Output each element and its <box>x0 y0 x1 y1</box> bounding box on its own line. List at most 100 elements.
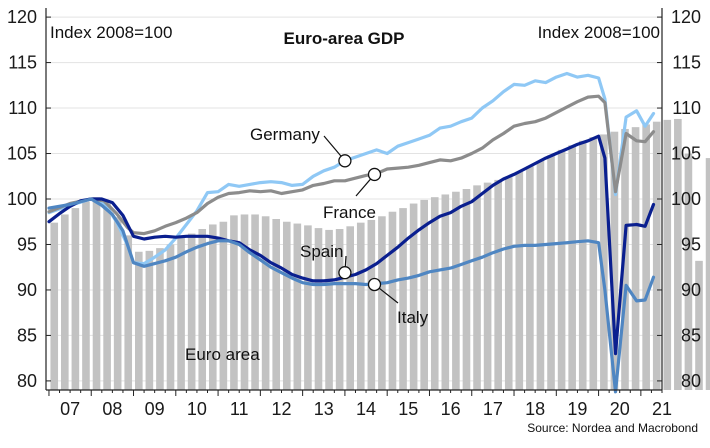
bar <box>325 229 333 390</box>
bar <box>578 140 587 390</box>
bar <box>409 203 418 390</box>
bar <box>610 131 619 390</box>
y-tick-label-left: 105 <box>7 144 37 164</box>
marker-germany <box>338 154 352 168</box>
bar <box>399 208 407 390</box>
bar <box>430 197 439 390</box>
y-tick-label-left: 115 <box>8 53 37 73</box>
bar <box>547 155 555 390</box>
y-tick-label-left: 95 <box>17 234 37 254</box>
x-tick-label: 07 <box>60 399 80 419</box>
bar <box>61 214 69 390</box>
x-tick-label: 20 <box>610 399 630 419</box>
bar <box>526 166 534 390</box>
x-tick-label: 12 <box>271 399 291 419</box>
bars-euro-area <box>50 118 710 391</box>
bar <box>473 185 481 390</box>
bar <box>230 215 238 390</box>
bar <box>705 158 710 390</box>
bar <box>50 222 59 390</box>
bar <box>82 201 90 390</box>
bar <box>198 229 207 390</box>
bar <box>536 160 545 390</box>
bar <box>378 216 386 390</box>
y-tick-label-right: 110 <box>672 98 701 118</box>
bar <box>462 188 471 390</box>
line-italy <box>47 197 656 394</box>
bar <box>600 134 608 390</box>
x-tick-label: 16 <box>441 399 461 419</box>
y-tick-label-right: 120 <box>671 7 701 27</box>
bar <box>261 216 270 390</box>
marker-italy <box>367 277 382 292</box>
bar <box>293 223 302 390</box>
bar <box>568 145 576 390</box>
bar <box>71 208 80 390</box>
bar <box>684 153 693 390</box>
bar <box>113 217 122 390</box>
y-tick-label-left: 80 <box>17 371 37 391</box>
x-tick-label: 13 <box>314 399 334 419</box>
source-note: Source: Nordea and Macrobond <box>527 421 698 435</box>
bar <box>335 229 344 390</box>
x-tick-label: 14 <box>356 399 376 419</box>
bar <box>695 260 703 390</box>
bar <box>589 137 598 390</box>
bar <box>145 250 154 390</box>
annotations: Germany France Spain Italy <box>250 125 429 327</box>
bar <box>631 127 640 391</box>
bar <box>483 182 492 390</box>
bar <box>251 214 259 390</box>
bar <box>504 177 513 390</box>
bar <box>674 118 682 390</box>
bar <box>156 248 164 390</box>
bar <box>515 171 524 390</box>
bar <box>272 219 281 390</box>
line-spain <box>47 134 656 356</box>
x-tick-label: 10 <box>187 399 207 419</box>
x-tick-label: 19 <box>567 399 587 419</box>
bar <box>124 235 133 390</box>
y-tick-label-right: 90 <box>681 280 701 300</box>
bar <box>103 203 111 390</box>
y-tick-label-right: 100 <box>671 189 701 209</box>
index-label-left: Index 2008=100 <box>50 23 172 42</box>
bar <box>134 251 143 390</box>
index-label-right: Index 2008=100 <box>538 23 660 42</box>
y-tick-label-right: 85 <box>681 325 701 345</box>
bar <box>557 149 566 390</box>
x-tick-label: 08 <box>102 399 122 419</box>
y-tick-label-left: 110 <box>8 98 37 118</box>
bar <box>652 121 661 390</box>
y-tick-label-right: 105 <box>671 144 701 164</box>
bar <box>441 194 450 390</box>
label-france: France <box>323 203 376 222</box>
line-germany <box>47 71 656 266</box>
bar <box>282 221 291 390</box>
bar <box>663 119 672 390</box>
x-ticks: 07 08 09 10 11 12 13 14 15 16 17 18 19 20 21 <box>48 390 672 419</box>
bar <box>92 197 101 390</box>
label-spain: Spain <box>300 242 343 261</box>
y-tick-label-left: 100 <box>7 189 37 209</box>
marker-spain <box>338 266 352 280</box>
x-tick-label: 18 <box>525 399 545 419</box>
bar <box>166 244 175 390</box>
bar <box>240 214 249 390</box>
label-italy: Italy <box>397 308 429 327</box>
bar <box>314 228 323 390</box>
x-tick-label: 21 <box>652 399 672 419</box>
x-tick-label: 09 <box>145 399 165 419</box>
y-tick-label-right: 115 <box>672 53 701 73</box>
bars-label: Euro area <box>185 345 260 364</box>
chart-title: Euro-area GDP <box>284 29 405 48</box>
bar <box>388 211 397 390</box>
bar <box>367 219 376 390</box>
bar <box>642 124 650 391</box>
bar <box>177 238 185 390</box>
x-tick-label: 17 <box>483 399 503 419</box>
x-tick-label: 15 <box>398 399 418 419</box>
y-tick-label-left: 120 <box>7 7 37 27</box>
bar <box>420 199 428 390</box>
